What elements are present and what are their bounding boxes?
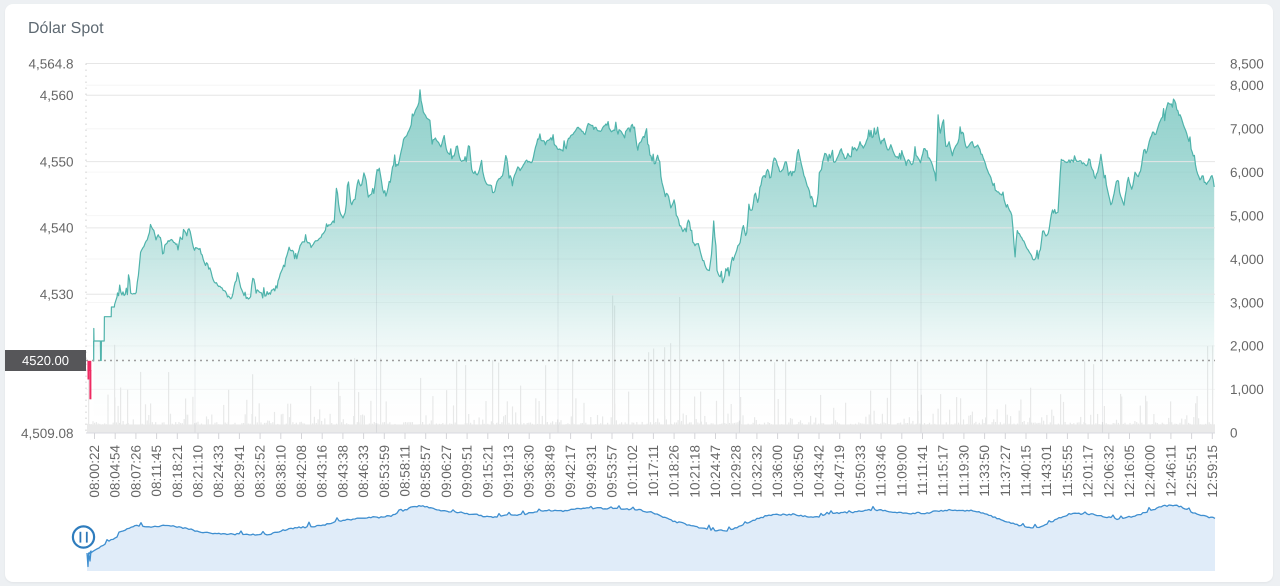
svg-text:11:33:50: 11:33:50 xyxy=(977,445,992,497)
svg-text:11:37:27: 11:37:27 xyxy=(998,445,1013,497)
svg-text:6,000: 6,000 xyxy=(1230,165,1264,180)
svg-text:10:17:11: 10:17:11 xyxy=(646,445,661,497)
svg-text:11:15:17: 11:15:17 xyxy=(936,445,951,497)
svg-text:08:18:21: 08:18:21 xyxy=(170,445,185,498)
svg-text:8,000: 8,000 xyxy=(1230,78,1264,93)
svg-text:08:24:33: 08:24:33 xyxy=(211,445,226,498)
svg-text:09:42:17: 09:42:17 xyxy=(563,445,578,498)
svg-text:08:07:26: 08:07:26 xyxy=(128,445,143,498)
svg-text:09:36:30: 09:36:30 xyxy=(522,445,537,498)
svg-text:10:11:02: 10:11:02 xyxy=(625,445,640,497)
svg-text:11:09:00: 11:09:00 xyxy=(894,445,909,497)
svg-text:4,509.08: 4,509.08 xyxy=(21,426,74,441)
svg-text:10:24:47: 10:24:47 xyxy=(708,445,723,498)
svg-text:12:46:11: 12:46:11 xyxy=(1163,445,1178,497)
svg-text:09:15:21: 09:15:21 xyxy=(480,445,495,498)
svg-text:08:11:45: 08:11:45 xyxy=(149,445,164,497)
svg-text:10:43:42: 10:43:42 xyxy=(812,445,827,498)
svg-text:12:01:17: 12:01:17 xyxy=(1081,445,1096,498)
svg-text:08:38:10: 08:38:10 xyxy=(273,445,288,498)
svg-text:08:43:16: 08:43:16 xyxy=(315,445,330,498)
svg-text:10:18:26: 10:18:26 xyxy=(667,445,682,498)
svg-text:12:40:00: 12:40:00 xyxy=(1143,445,1158,498)
svg-text:08:53:59: 08:53:59 xyxy=(377,445,392,498)
svg-text:12:16:05: 12:16:05 xyxy=(1122,445,1137,498)
svg-text:09:49:31: 09:49:31 xyxy=(584,445,599,498)
svg-text:5,000: 5,000 xyxy=(1230,208,1264,223)
svg-text:09:38:49: 09:38:49 xyxy=(542,445,557,498)
svg-text:08:43:38: 08:43:38 xyxy=(335,445,350,498)
svg-text:10:21:18: 10:21:18 xyxy=(687,445,702,498)
svg-text:12:59:15: 12:59:15 xyxy=(1205,445,1220,498)
svg-text:09:06:27: 09:06:27 xyxy=(439,445,454,498)
svg-text:12:06:32: 12:06:32 xyxy=(1101,445,1116,498)
svg-text:09:09:51: 09:09:51 xyxy=(460,445,475,498)
svg-text:11:43:01: 11:43:01 xyxy=(1039,445,1054,497)
svg-text:4,540: 4,540 xyxy=(40,221,74,236)
svg-text:10:36:50: 10:36:50 xyxy=(791,445,806,498)
svg-text:8,500: 8,500 xyxy=(1230,56,1264,71)
svg-text:08:58:57: 08:58:57 xyxy=(418,445,433,498)
svg-text:10:36:00: 10:36:00 xyxy=(770,445,785,498)
svg-text:08:00:22: 08:00:22 xyxy=(87,445,102,498)
svg-text:4,550: 4,550 xyxy=(40,154,74,169)
svg-text:10:32:32: 10:32:32 xyxy=(749,445,764,498)
svg-text:Dólar Spot: Dólar Spot xyxy=(28,20,104,37)
svg-text:10:29:28: 10:29:28 xyxy=(729,445,744,498)
svg-text:12:55:51: 12:55:51 xyxy=(1184,445,1199,498)
svg-text:11:03:46: 11:03:46 xyxy=(874,445,889,497)
svg-text:4520.00: 4520.00 xyxy=(22,353,69,368)
svg-text:10:47:19: 10:47:19 xyxy=(832,445,847,498)
svg-text:4,560: 4,560 xyxy=(40,88,74,103)
svg-text:11:55:55: 11:55:55 xyxy=(1060,445,1075,497)
svg-text:09:53:57: 09:53:57 xyxy=(605,445,620,498)
svg-text:7,000: 7,000 xyxy=(1230,122,1264,137)
svg-text:11:40:15: 11:40:15 xyxy=(1019,445,1034,497)
svg-text:11:19:30: 11:19:30 xyxy=(956,445,971,497)
svg-text:1,000: 1,000 xyxy=(1230,382,1264,397)
svg-text:2,000: 2,000 xyxy=(1230,339,1264,354)
svg-text:09:19:13: 09:19:13 xyxy=(501,445,516,498)
svg-text:4,564.8: 4,564.8 xyxy=(28,56,73,71)
svg-text:08:46:33: 08:46:33 xyxy=(356,445,371,498)
svg-text:10:50:33: 10:50:33 xyxy=(853,445,868,498)
svg-text:11:11:41: 11:11:41 xyxy=(915,445,930,496)
svg-text:08:42:08: 08:42:08 xyxy=(294,445,309,498)
svg-text:4,530: 4,530 xyxy=(40,287,74,302)
svg-text:0: 0 xyxy=(1230,426,1238,441)
svg-text:08:32:52: 08:32:52 xyxy=(253,445,268,498)
svg-text:08:58:11: 08:58:11 xyxy=(398,445,413,497)
svg-text:4,000: 4,000 xyxy=(1230,252,1264,267)
svg-text:08:29:41: 08:29:41 xyxy=(232,445,247,498)
svg-text:3,000: 3,000 xyxy=(1230,295,1264,310)
svg-text:08:04:54: 08:04:54 xyxy=(108,445,123,498)
svg-text:08:21:10: 08:21:10 xyxy=(191,445,206,498)
